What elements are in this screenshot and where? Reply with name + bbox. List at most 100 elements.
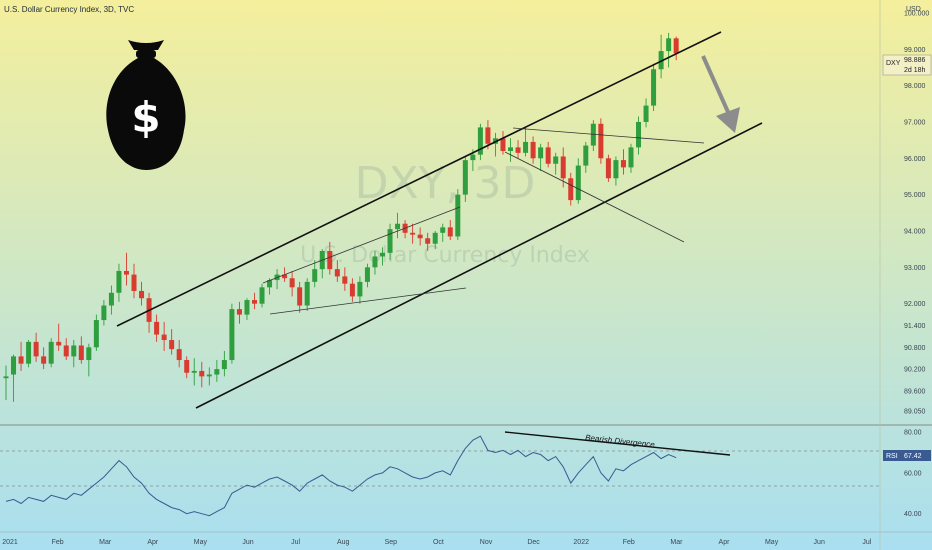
time-tick-label: Nov [480,539,493,546]
candle-down [154,321,160,335]
candle-down [334,269,340,277]
time-tick-label: Jun [242,539,253,546]
candle-up [206,374,212,377]
candle-up [643,105,649,122]
price-tick-label: 98.000 [904,83,926,90]
candle-down [530,141,536,159]
time-tick-label: Jun [814,539,825,546]
price-tick-label: 96.000 [904,156,926,163]
candle-down [417,234,423,239]
candle-up [477,127,483,155]
candle-down [169,340,175,350]
rsi-badge-value: 67.42 [904,453,922,460]
candle-up [432,232,438,244]
candle-up [628,147,634,168]
channel-lower-line [195,122,763,409]
last-price-countdown: 2d 18h [904,67,926,74]
time-axis: 2021 Feb Mar Apr May Jun Jul Aug Sep Oct Nov Dec 202… [2,539,872,546]
candle-down [131,274,137,291]
rsi-axis: 80.00 60.00 40.00 [904,430,922,519]
price-tick-label: 89.050 [904,408,926,415]
candle-down [139,290,145,299]
price-tick-label: 90.800 [904,345,926,352]
candle-up [191,370,197,373]
price-tick-label: 91.400 [904,323,926,330]
chart-title: U.S. Dollar Currency Index, 3D, TVC [4,5,134,14]
last-price-badge: DXY 98.886 2d 18h [882,54,932,76]
candle-up [440,227,446,233]
candle-up [259,287,265,304]
candle-up [71,345,77,357]
svg-text:$: $ [131,93,160,142]
price-axis-unit: USD [906,6,921,13]
candle-down [297,287,303,306]
candle-down [605,158,611,179]
candle-down [289,278,295,288]
candle-up [538,147,544,159]
price-tick-label: 89.600 [904,388,926,395]
candle-down [199,370,205,377]
candle-up [312,269,318,282]
candle-up [48,341,54,364]
candle-down [327,250,333,270]
candle-up [11,356,17,375]
candle-down [545,147,551,164]
candle-up [387,229,393,253]
price-tick-label: 93.000 [904,265,926,272]
price-tick-label: 99.000 [904,47,926,54]
candle-up [244,300,250,315]
candle-up [508,147,514,152]
candle-up [116,270,122,293]
time-tick-label: Apr [147,539,159,546]
candle-up [93,320,99,348]
channel-upper-line [116,31,722,327]
candle-down [447,227,453,237]
candle-down [349,283,355,297]
candle-up [372,256,378,268]
price-tick-label: 90.200 [904,367,926,374]
candle-up [553,156,559,164]
price-tick-label: 100.000 [904,10,929,17]
candle-down [515,147,521,153]
time-tick-label: Jul [291,539,300,546]
rsi-line [5,435,677,517]
rsi-badge: RSI 67.42 [883,450,931,461]
candle-up [267,280,273,288]
candle-down [620,160,626,168]
triangle-upper-line [512,127,705,144]
candle-down [282,274,288,279]
price-tick-label: 92.000 [904,301,926,308]
candle-down [410,232,416,235]
bearish-divergence-line [504,431,731,456]
time-tick-label: May [194,539,208,546]
wedge-upper-line-1 [262,206,461,284]
candle-down [485,127,491,144]
time-tick-label: Jul [862,539,871,546]
price-axis: 100.000 99.000 98.000 97.000 96.000 95.000 94.… [904,10,929,415]
price-tick-label: 97.000 [904,119,926,126]
candle-up [583,145,589,166]
candle-down [673,38,679,54]
time-tick-label: Apr [719,539,731,546]
candle-up [523,141,529,153]
candle-down [568,178,574,201]
last-price-symbol: DXY [886,60,901,67]
triangle-lower-line [504,151,685,243]
candle-up [304,281,310,306]
time-tick-label: Feb [623,539,635,546]
candle-down [123,270,129,275]
time-tick-label: Sep [385,539,398,546]
drawings-layer [116,31,763,409]
candle-up [455,194,461,237]
candle-down [342,276,348,284]
time-tick-label: Aug [337,539,350,546]
candle-down [184,360,190,373]
forecast-arrow [701,55,740,133]
candle-down [78,345,84,361]
candle-up [395,223,401,230]
time-tick-label: Oct [433,539,444,546]
time-tick-label: Feb [52,539,64,546]
candle-up [86,347,92,361]
